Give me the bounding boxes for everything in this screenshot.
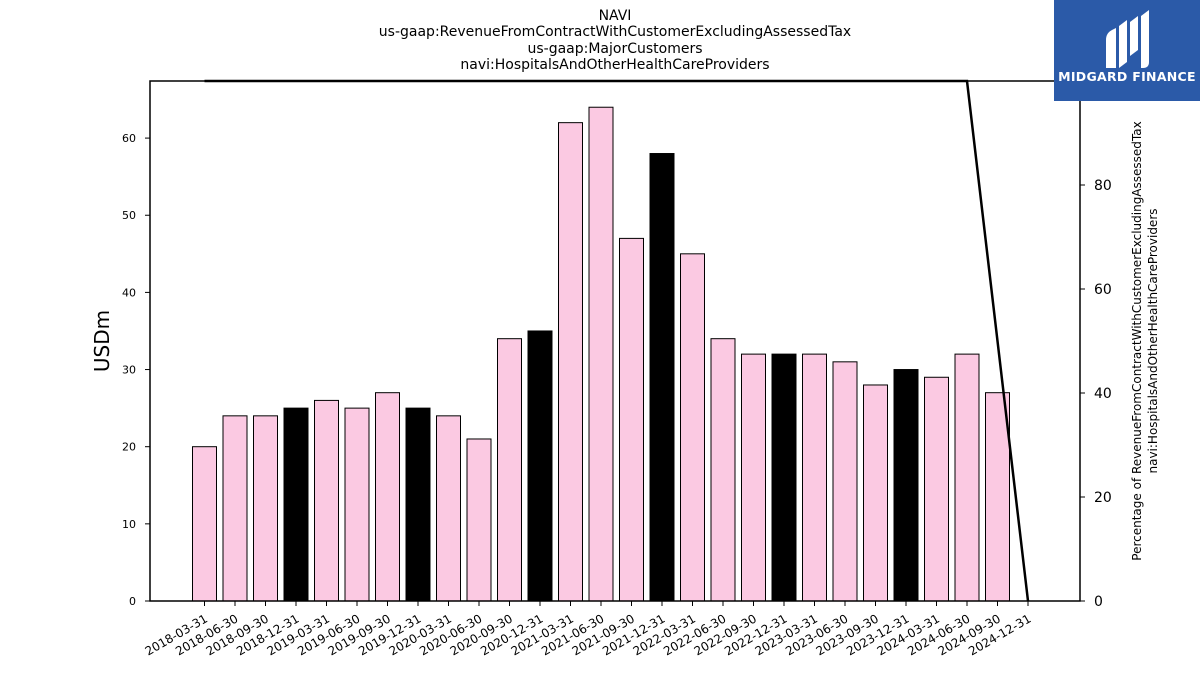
bar-2019-06-30 [344,407,370,602]
bar-2021-06-30 [588,106,614,602]
bar-2019-12-31 [405,407,431,602]
y-tick-label: 0 [129,595,136,608]
bar-2022-12-31 [771,353,797,602]
x-axis: 2018-03-312018-06-302018-09-302018-12-31… [143,601,1034,658]
bar-2020-06-30 [466,438,492,602]
bars-layer [192,106,1010,602]
logo-text: MIDGARD FINANCE [1058,69,1196,84]
y2-tick-label: 60 [1094,282,1112,298]
bar-2020-03-31 [436,415,461,602]
plot-frame [149,80,1081,602]
y2-axis-label-line-1: Percentage of RevenueFromContractWithCus… [1130,121,1144,560]
bar-2020-09-30 [497,338,522,602]
title-line-1: NAVI [599,8,632,24]
title-line-4: navi:HospitalsAndOtherHealthCareProvider… [460,57,769,73]
bar-2018-09-30 [253,415,278,602]
y2-tick-label: 40 [1094,386,1112,402]
y-axis-label: USDm [90,310,114,372]
bar-2018-12-31 [283,407,309,602]
y-axis-right: 0 20 40 60 80 [1080,178,1112,610]
bar-2021-12-31 [649,153,675,602]
y-tick-label: 20 [122,441,136,454]
bar-2020-12-31 [527,330,553,602]
bar-2022-03-31 [680,253,705,602]
bar-2024-09-30 [985,392,1010,602]
y-tick-label: 60 [122,132,136,145]
chart-title: NAVI us-gaap:RevenueFromContractWithCust… [379,8,851,73]
title-line-3: us-gaap:MajorCustomers [527,41,702,57]
bar-2022-06-30 [710,338,736,602]
y2-tick-label: 0 [1094,594,1103,610]
y2-tick-label: 20 [1094,490,1112,506]
y-axis-left: 0 10 20 30 40 50 60 [122,132,150,608]
midgard-logo-icon [1106,10,1149,68]
bar-2019-09-30 [375,392,400,602]
title-line-2: us-gaap:RevenueFromContractWithCustomerE… [379,24,851,40]
bar-2018-06-30 [222,415,248,602]
bar-2023-12-31 [893,369,919,602]
bar-2022-09-30 [741,353,766,602]
y2-tick-label: 80 [1094,178,1112,194]
bar-2024-06-30 [954,353,980,602]
bar-2023-06-30 [832,361,858,602]
y-tick-label: 40 [122,286,136,299]
bar-2021-03-31 [558,122,583,602]
y-tick-label: 10 [122,518,136,531]
bar-2018-03-31 [192,446,217,602]
bar-2023-09-30 [863,384,888,602]
y-tick-label: 50 [122,209,136,222]
y-tick-label: 30 [122,364,136,377]
bar-2023-03-31 [802,353,827,602]
bar-2021-09-30 [619,237,644,602]
bar-2019-03-31 [314,399,339,602]
bar-2024-03-31 [924,376,949,602]
midgard-finance-logo: MIDGARD FINANCE [1054,0,1200,101]
y2-axis-label-line-2: navi:HospitalsAndOtherHealthCareProvider… [1146,208,1160,473]
